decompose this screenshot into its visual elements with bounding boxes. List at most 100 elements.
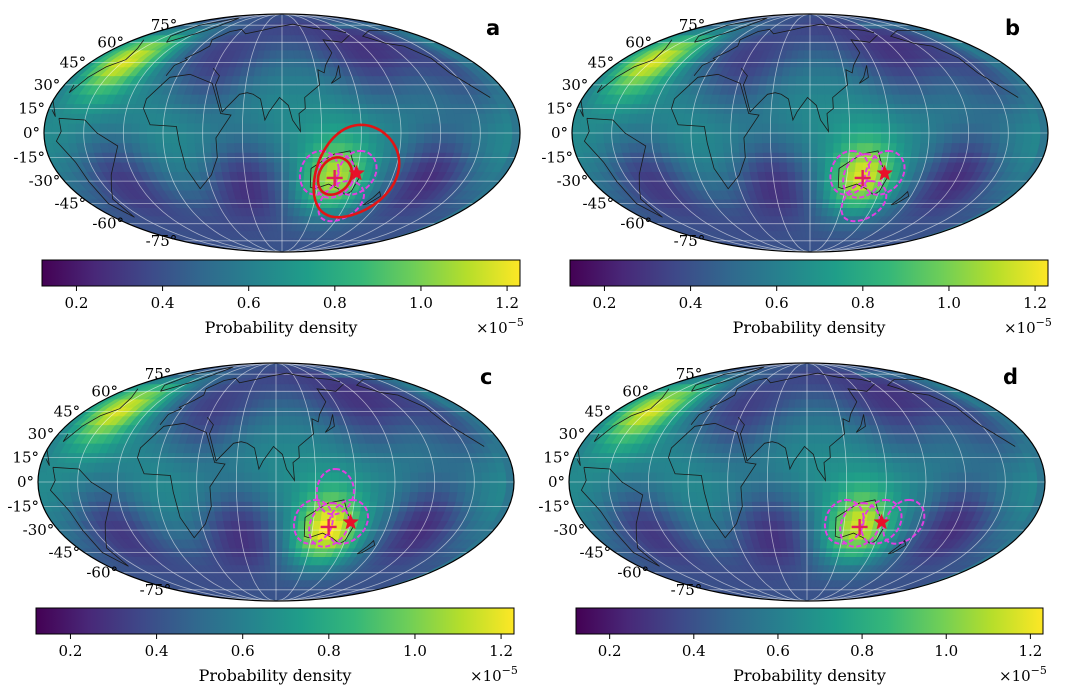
heat-cell [410,481,420,493]
heat-cell [188,491,199,502]
heat-cell [384,122,394,134]
heat-cell [44,132,54,144]
heat-cell [261,529,270,540]
heat-cell [816,180,825,191]
heat-cell [762,132,771,144]
heat-cell [273,132,283,144]
heat-cell [904,132,914,144]
heat-cell [722,113,733,124]
heat-cell [793,142,803,153]
heat-cell [297,132,307,144]
heat-cell [999,122,1009,134]
coastline [890,190,910,206]
meridian-line [162,14,283,252]
heat-cell [817,122,827,134]
heat-cell [802,189,811,200]
heat-cell [353,462,364,473]
heat-cell [471,122,481,134]
localization-circle-dashed [840,180,888,223]
heat-cell [281,113,291,124]
heat-cell [99,132,109,144]
heat-cell [352,132,362,144]
heat-cell [417,471,428,483]
heat-cell [336,142,346,153]
colorbar-tick-label: 0.6 [765,294,789,312]
heat-cell [267,471,277,483]
heat-cell [124,471,135,483]
colorbar-tick-label: 0.8 [323,294,347,312]
heat-cell [132,471,142,483]
heat-cell [115,122,125,134]
heat-cell [497,471,507,483]
heat-cell [221,442,232,454]
panel-c: 75°60°45°30°15°0°-15°-30°-45°-60°-75°c0.… [7,362,518,685]
heat-cell [354,471,364,483]
heat-cell [832,94,842,105]
panel-a: 75°60°45°30°15°0°-15°-30°-45°-60°-75°a0.… [13,13,524,337]
heat-cell [172,462,183,473]
heat-cell [666,122,676,134]
heat-cell [281,132,291,144]
colorbar-scale-base: ×10 [1004,319,1036,337]
colorbar-gradient [569,259,1049,287]
heat-cell [795,75,804,86]
heat-cell [298,442,308,454]
heat-cell [825,142,835,153]
heat-cell [186,122,196,134]
heat-cell [410,471,420,483]
heat-cell [59,132,69,144]
heat-cell [289,142,299,153]
heat-cell [825,122,835,134]
heat-cell [809,189,818,200]
heat-cell [805,230,811,238]
localization-circle-dashed [317,180,366,223]
heat-cell [194,122,204,134]
coastline [55,117,135,218]
heat-cell [857,132,866,144]
colorbar-scale: ×10−5 [1004,316,1052,337]
heat-cell [360,132,370,144]
heat-cell [275,556,283,566]
heat-cell [289,424,299,435]
heat-cell [738,113,748,124]
heat-cell [706,113,717,124]
heat-cell [471,132,481,144]
heat-cell [322,491,332,502]
map-area [38,363,514,601]
heat-cell [234,122,243,134]
heat-cell [714,122,724,134]
heat-cell [291,471,301,483]
heat-cell [369,491,380,502]
heat-cell [281,207,289,217]
star-marker [876,164,893,181]
heat-cell [124,481,135,493]
heat-cell [801,113,811,124]
heat-cell [75,122,85,134]
heat-cell [795,180,804,191]
heat-cell [226,142,236,153]
heat-cell [140,481,150,493]
heat-cell [674,132,684,144]
heat-cell [267,75,276,86]
heat-cell [263,556,271,566]
meridian-line [809,14,890,252]
heat-cell [362,471,372,483]
heat-cell [809,132,819,144]
heat-cell [257,132,267,144]
heat-cell [787,84,796,95]
latitude-tick-label: 0° [23,124,40,142]
heat-cell [251,471,261,483]
heat-cell [251,462,261,473]
heat-cell [770,113,780,124]
heat-cell [196,491,206,502]
cross-marker [326,169,343,186]
heat-cell [795,189,804,200]
heat-cell [928,122,938,134]
heat-cell [447,122,457,134]
heat-cell [299,471,309,483]
heat-cell [229,442,239,454]
meridian-line [241,14,283,252]
meridian-line [281,14,362,252]
heat-cell [115,132,125,144]
